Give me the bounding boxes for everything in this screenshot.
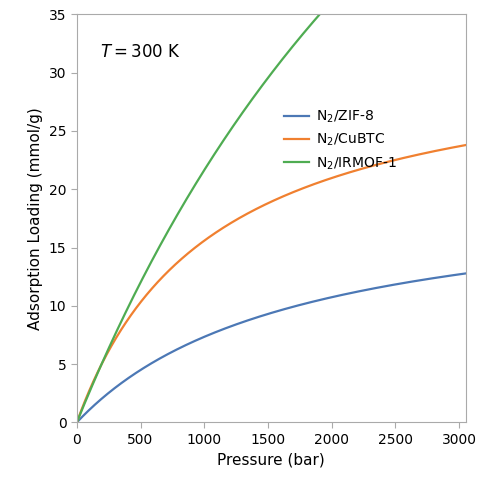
N$_2$/ZIF-8 bbox=[394, 281, 399, 287]
N$_2$/IRMOF-1 bbox=[307, 23, 313, 28]
Legend: N$_2$/ZIF-8, N$_2$/CuBTC, N$_2$/IRMOF-1: N$_2$/ZIF-8, N$_2$/CuBTC, N$_2$/IRMOF-1 bbox=[278, 103, 402, 177]
N$_2$/CuBTC bbox=[222, 224, 228, 229]
N$_2$/CuBTC bbox=[144, 291, 150, 297]
N$_2$/IRMOF-1 bbox=[222, 135, 228, 141]
N$_2$/ZIF-8 bbox=[144, 363, 150, 369]
N$_2$/CuBTC bbox=[394, 157, 399, 163]
N$_2$/CuBTC bbox=[74, 420, 80, 425]
N$_2$/ZIF-8 bbox=[463, 271, 468, 276]
Line: N$_2$/ZIF-8: N$_2$/ZIF-8 bbox=[77, 274, 466, 422]
Line: N$_2$/CuBTC: N$_2$/CuBTC bbox=[77, 145, 466, 422]
Line: N$_2$/IRMOF-1: N$_2$/IRMOF-1 bbox=[77, 0, 466, 422]
N$_2$/ZIF-8 bbox=[307, 300, 313, 305]
Text: $\mathit{T} = 300$ K: $\mathit{T} = 300$ K bbox=[100, 43, 181, 61]
N$_2$/CuBTC bbox=[307, 183, 313, 189]
N$_2$/IRMOF-1 bbox=[74, 420, 80, 425]
N$_2$/ZIF-8 bbox=[222, 325, 228, 331]
N$_2$/CuBTC bbox=[463, 142, 468, 148]
N$_2$/IRMOF-1 bbox=[144, 266, 150, 272]
N$_2$/ZIF-8 bbox=[364, 287, 370, 293]
Y-axis label: Adsorption Loading (mmol/g): Adsorption Loading (mmol/g) bbox=[28, 107, 43, 330]
N$_2$/IRMOF-1 bbox=[327, 0, 333, 6]
N$_2$/CuBTC bbox=[364, 165, 370, 170]
N$_2$/ZIF-8 bbox=[327, 295, 333, 300]
N$_2$/ZIF-8 bbox=[74, 420, 80, 425]
N$_2$/CuBTC bbox=[327, 176, 333, 181]
X-axis label: Pressure (bar): Pressure (bar) bbox=[217, 452, 325, 468]
